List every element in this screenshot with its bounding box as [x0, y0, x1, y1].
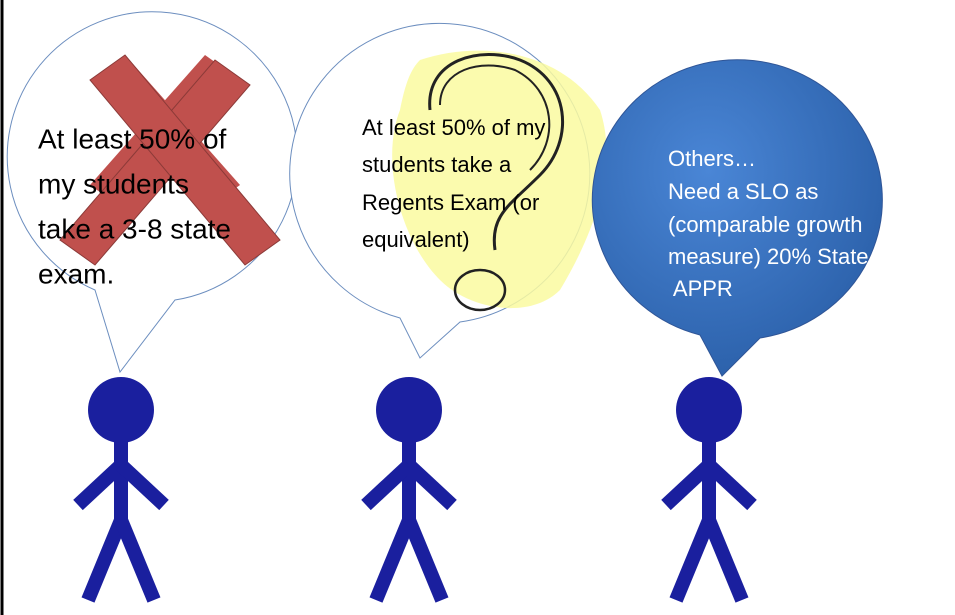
stick-figure: [366, 377, 452, 600]
bubble-text: (comparable growth: [668, 212, 862, 237]
bubble-text: measure) 20% State: [668, 244, 869, 269]
stick-figure: [666, 377, 752, 600]
bubble-text: exam.: [38, 258, 114, 289]
bubble-text: students take a: [362, 152, 512, 177]
bubble-text: Need a SLO as: [668, 179, 818, 204]
bubble-text: At least 50% of: [38, 123, 227, 154]
speech-bubble: Others… Need a SLO as (comparable growth…: [592, 60, 882, 376]
bubble-text: At least 50% of my: [362, 115, 545, 140]
bubble-text: my students: [38, 168, 189, 199]
speech-bubble: At least 50% of my students take a Regen…: [290, 23, 607, 358]
speech-bubble: At least 50% of my students take a 3-8 s…: [7, 12, 297, 372]
bubble-text: equivalent): [362, 227, 470, 252]
bubble-text: APPR: [668, 276, 733, 301]
bubble-text: take a 3-8 state: [38, 213, 231, 244]
stick-figure: [78, 377, 164, 600]
slide: At least 50% of my students take a 3-8 s…: [0, 0, 955, 615]
bubble-text: Regents Exam (or: [362, 190, 539, 215]
bubble-text: Others…: [668, 146, 756, 171]
